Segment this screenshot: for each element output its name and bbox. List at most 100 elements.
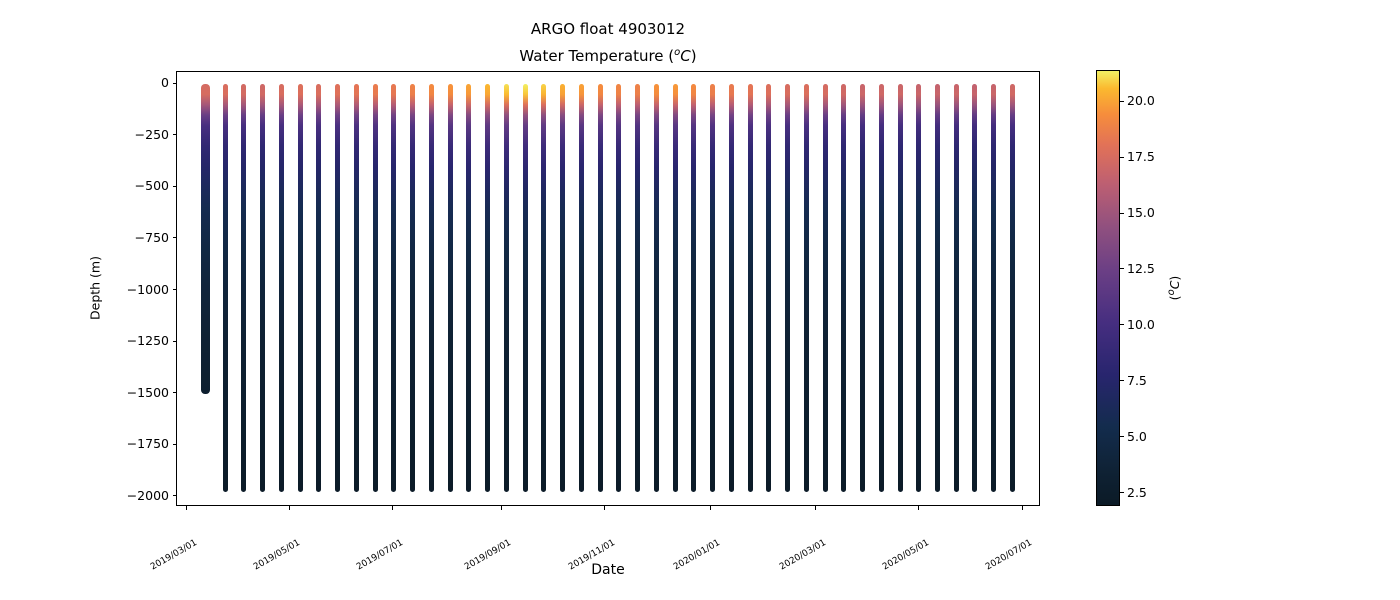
y-axis-tick-label: −1000: [126, 281, 169, 297]
colorbar-tick-label: 10.0: [1127, 316, 1155, 332]
colorbar-tick-mark: [1120, 100, 1124, 102]
colorbar-label-suffix: ): [1167, 275, 1183, 281]
colorbar-tick-mark: [1120, 156, 1124, 158]
title-degree-superscript: o: [674, 47, 681, 58]
y-axis-tick-mark: [172, 237, 176, 239]
temperature-profile-column: [860, 84, 865, 492]
colorbar-tick-mark: [1120, 324, 1124, 326]
temperature-profile-column: [785, 84, 790, 492]
title-line-2-prefix: Water Temperature (: [519, 47, 675, 65]
temperature-profile-column: [934, 84, 940, 492]
x-axis-tick-mark: [289, 506, 291, 510]
temperature-profile-column: [353, 84, 359, 492]
colorbar: [1096, 70, 1120, 506]
x-axis-tick-mark: [709, 506, 711, 510]
colorbar-label: (oC): [1166, 276, 1182, 301]
temperature-profile-column: [635, 84, 640, 492]
y-axis-tick-label: −500: [134, 178, 169, 194]
temperature-profile-column: [728, 84, 734, 492]
temperature-profile-column: [541, 84, 547, 492]
temperature-profile-column: [410, 84, 416, 492]
temperature-profile-column: [710, 84, 715, 492]
y-axis-tick-mark: [172, 443, 176, 445]
x-axis-tick-mark: [392, 506, 394, 510]
temperature-profile-column: [278, 84, 284, 492]
x-axis-tick-label: 2020/07/01: [984, 537, 1034, 573]
temperature-profile-column: [240, 84, 246, 492]
x-axis-tick-mark: [815, 506, 817, 510]
temperature-profile-column: [485, 84, 491, 492]
x-axis-tick-mark: [186, 506, 188, 510]
colorbar-gradient: [1096, 70, 1120, 506]
x-axis-tick-mark: [1021, 506, 1023, 510]
temperature-profile-column: [841, 84, 847, 492]
colorbar-degree-superscript: o: [1165, 289, 1177, 296]
temperature-profile-column: [428, 84, 434, 492]
temperature-profile-column: [222, 84, 228, 492]
y-axis-tick-mark: [172, 495, 176, 497]
colorbar-unit: C: [1167, 280, 1183, 290]
y-axis-tick-mark: [172, 185, 176, 187]
temperature-profile-column: [672, 84, 678, 492]
colorbar-tick-mark: [1120, 212, 1124, 214]
colorbar-tick-label: 7.5: [1127, 372, 1147, 388]
temperature-profile-column: [597, 84, 603, 492]
x-axis-tick-mark: [918, 506, 920, 510]
title-line-2: Water Temperature (oC): [176, 41, 1040, 68]
colorbar-tick-label: 2.5: [1127, 484, 1147, 500]
temperature-profile-column: [391, 84, 397, 492]
temperature-profile-column: [335, 84, 341, 492]
colorbar-tick-label: 15.0: [1127, 205, 1155, 221]
temperature-profile-column: [372, 84, 378, 492]
y-axis-tick-mark: [172, 289, 176, 291]
temperature-profile-column: [822, 84, 828, 492]
temperature-profile-column: [897, 84, 903, 492]
colorbar-tick-label: 20.0: [1127, 93, 1155, 109]
temperature-profile-column: [953, 84, 959, 492]
colorbar-tick-label: 17.5: [1127, 149, 1155, 165]
chart-title: ARGO float 4903012 Water Temperature (oC…: [176, 18, 1040, 68]
temperature-profile-column: [803, 84, 809, 492]
y-axis-tick-label: −1250: [126, 333, 169, 349]
temperature-profile-column: [297, 84, 303, 492]
temperature-profile-column: [1009, 84, 1015, 492]
y-axis-tick-label: −1750: [126, 436, 169, 452]
x-axis-tick-label: 2020/05/01: [880, 537, 931, 573]
temperature-profile-column: [616, 84, 622, 492]
colorbar-tick-mark: [1120, 436, 1124, 438]
temperature-profile-column: [316, 84, 322, 492]
x-axis-tick-label: 2019/05/01: [251, 537, 302, 573]
y-axis-tick-mark: [172, 392, 176, 394]
title-line-2-suffix: ): [690, 47, 697, 65]
y-axis-label: Depth (m): [87, 256, 103, 320]
temperature-profile-column: [560, 84, 566, 492]
x-axis-tick-label: 2019/07/01: [354, 537, 405, 573]
y-axis-tick-label: 0: [161, 75, 169, 91]
temperature-profile-column: [916, 84, 922, 492]
y-axis-tick-mark: [172, 134, 176, 136]
title-unit: C: [680, 47, 691, 65]
temperature-profile-column: [522, 84, 528, 492]
x-axis: 2019/03/01 2019/05/01 2019/07/01 2019/09/01…: [149, 506, 1040, 573]
colorbar-tick-mark: [1120, 380, 1124, 382]
title-line-1: ARGO float 4903012: [530, 20, 686, 38]
y-axis: 0 −250 −500 −750 −1000 −1250 −1500 −1750 −2000: [0, 71, 176, 506]
x-axis-tick-label: 2020/03/01: [777, 537, 828, 573]
y-axis-tick-label: −250: [134, 126, 169, 142]
x-axis-tick-label: 2019/03/01: [148, 537, 199, 573]
temperature-profile-column: [747, 84, 753, 492]
temperature-profile-column: [691, 84, 697, 492]
temperature-profile-column: [972, 84, 978, 492]
temperature-profile-column: [447, 84, 453, 492]
temperature-profile-column: [991, 84, 997, 492]
temperature-profile-column: [503, 84, 509, 492]
temperature-profile-column: [466, 84, 472, 492]
temperature-profile-column: [260, 84, 266, 492]
y-axis-tick-mark: [172, 340, 176, 342]
temperature-profile-column: [653, 84, 659, 492]
x-axis-label: Date: [591, 562, 625, 578]
x-axis-tick-mark: [500, 506, 502, 510]
temperature-profile-column: [766, 84, 772, 492]
y-axis-tick-label: −2000: [126, 487, 169, 503]
